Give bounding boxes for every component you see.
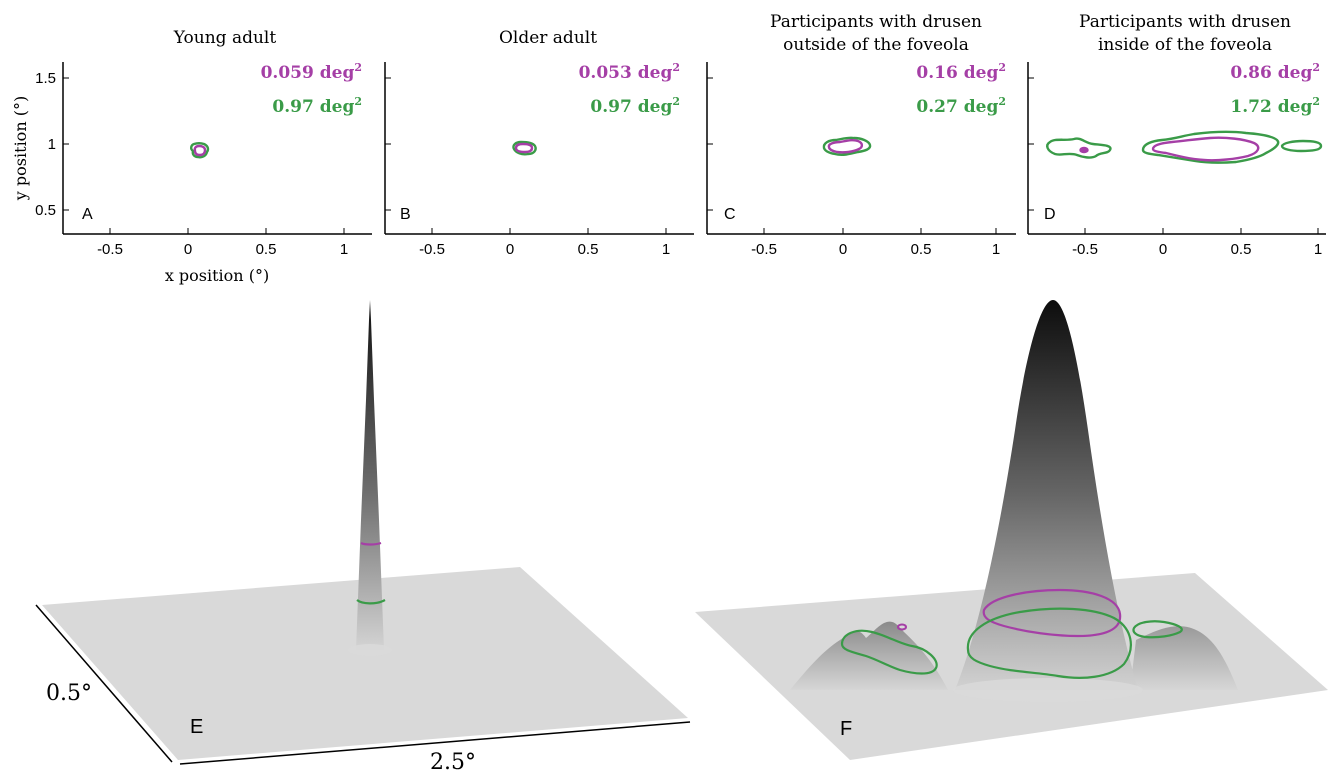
- panel-c-xtick-label: -0.5: [751, 241, 777, 258]
- panel-d-inner-area-label: 0.86 deg2: [1230, 61, 1320, 83]
- panel-e-plane: [42, 567, 688, 760]
- panel-d-letter: D: [1044, 206, 1056, 223]
- panel-c-title-line-2: outside of the foveola: [783, 35, 969, 55]
- panel-e-depth-axis: [35, 604, 173, 763]
- panel-b-title: Older adult: [499, 28, 597, 48]
- panel-e-width-axis: [179, 721, 691, 765]
- panel-a-contour-outer: [190, 142, 210, 159]
- panel-d-xtick-label: -0.5: [1072, 241, 1098, 258]
- panel-f-contour-inner-small: [897, 623, 907, 631]
- panel-c-title-line-1: Participants with drusen: [770, 12, 982, 32]
- panel-d-outer-area-label: 1.72 deg2: [1230, 95, 1320, 117]
- panel-e-depth-label: 0.5°: [46, 681, 92, 706]
- panel-c-xtick-label: 0.5: [911, 241, 932, 258]
- panel-d-contour-outer-right: [1280, 139, 1323, 153]
- panel-a-ytick-label: 1.5: [35, 70, 56, 87]
- panel-d-contour-outer-main: [1141, 130, 1280, 164]
- panel-d-contour-outer-left: [1046, 137, 1112, 159]
- panel-a: Young adult 0.5 1 1.5 -0.5 0 0.5 1 x pos…: [11, 28, 372, 285]
- panel-d-xtick-label: 0: [1159, 241, 1167, 258]
- panel-c-contour-inner: [827, 138, 864, 154]
- panel-b-inner-area-label: 0.053 deg2: [579, 61, 680, 83]
- panel-a-xtick-label: -0.5: [97, 241, 123, 258]
- panel-b-contour-inner: [514, 142, 534, 154]
- panel-d-xtick-label: 1: [1314, 241, 1322, 258]
- panel-c-contour-outer: [822, 136, 872, 157]
- panel-a-title: Young adult: [173, 28, 277, 48]
- panel-a-contour-inner: [193, 144, 207, 157]
- panel-a-ytick-label: 0.5: [35, 202, 56, 219]
- panel-e-peak-base: [348, 644, 392, 656]
- panel-b-xtick-label: 0: [506, 241, 514, 258]
- x-axis-title: x position (°): [165, 266, 269, 285]
- panel-d-xtick-label: 0.5: [1231, 241, 1252, 258]
- panel-b-xtick-label: 0.5: [578, 241, 599, 258]
- panel-e-letter: E: [190, 716, 203, 738]
- panel-d-contour-inner-dot: [1079, 146, 1089, 154]
- panel-c-inner-area-label: 0.16 deg2: [916, 61, 1006, 83]
- panel-f-contour-outer-left: [840, 629, 938, 675]
- panel-b-outer-area-label: 0.97 deg2: [590, 95, 680, 117]
- panel-a-inner-area-label: 0.059 deg2: [261, 61, 362, 83]
- panel-a-xtick-label: 1: [340, 241, 348, 258]
- panel-b: Older adult -0.5 0 0.5 1 B 0.053 deg2 0.…: [384, 28, 694, 258]
- panel-a-outer-area-label: 0.97 deg2: [272, 95, 362, 117]
- panel-b-xtick-label: 1: [662, 241, 670, 258]
- panel-c-xtick-label: 1: [992, 241, 1000, 258]
- panel-a-xtick-label: 0.5: [256, 241, 277, 258]
- panel-e: 0.5° 2.5° E: [35, 300, 691, 771]
- panel-f-letter: F: [840, 718, 852, 740]
- panel-d: Participants with drusen inside of the f…: [1027, 12, 1326, 258]
- panel-d-contour-inner: [1151, 136, 1260, 162]
- y-axis-title: y position (°): [11, 96, 30, 201]
- panel-e-contour-outer: [356, 599, 386, 605]
- panel-e-peak: [356, 300, 384, 650]
- panel-f-contour-outer-right: [1132, 620, 1183, 639]
- panel-f-contour-outer-main: [966, 607, 1132, 679]
- panel-e-contour-inner: [360, 541, 382, 546]
- panel-a-ytick-label: 1: [48, 136, 56, 153]
- panel-e-width-label: 2.5°: [430, 750, 476, 771]
- panel-c-xtick-label: 0: [839, 241, 847, 258]
- panel-f-right-bump: [1130, 626, 1238, 690]
- panel-d-title-line-2: inside of the foveola: [1098, 35, 1272, 55]
- panel-f: F: [695, 300, 1328, 760]
- panel-a-letter: A: [82, 206, 93, 223]
- panel-a-xtick-label: 0: [184, 241, 192, 258]
- panel-d-title-line-1: Participants with drusen: [1079, 12, 1291, 32]
- panel-c-outer-area-label: 0.27 deg2: [916, 95, 1006, 117]
- panel-c-letter: C: [724, 206, 736, 223]
- panel-c: Participants with drusen outside of the …: [706, 12, 1016, 258]
- panel-f-peak-base: [953, 678, 1143, 702]
- panel-b-xtick-label: -0.5: [419, 241, 445, 258]
- panel-f-contour-inner: [982, 588, 1122, 638]
- panel-b-letter: B: [400, 206, 411, 223]
- panel-b-contour-outer: [512, 140, 537, 156]
